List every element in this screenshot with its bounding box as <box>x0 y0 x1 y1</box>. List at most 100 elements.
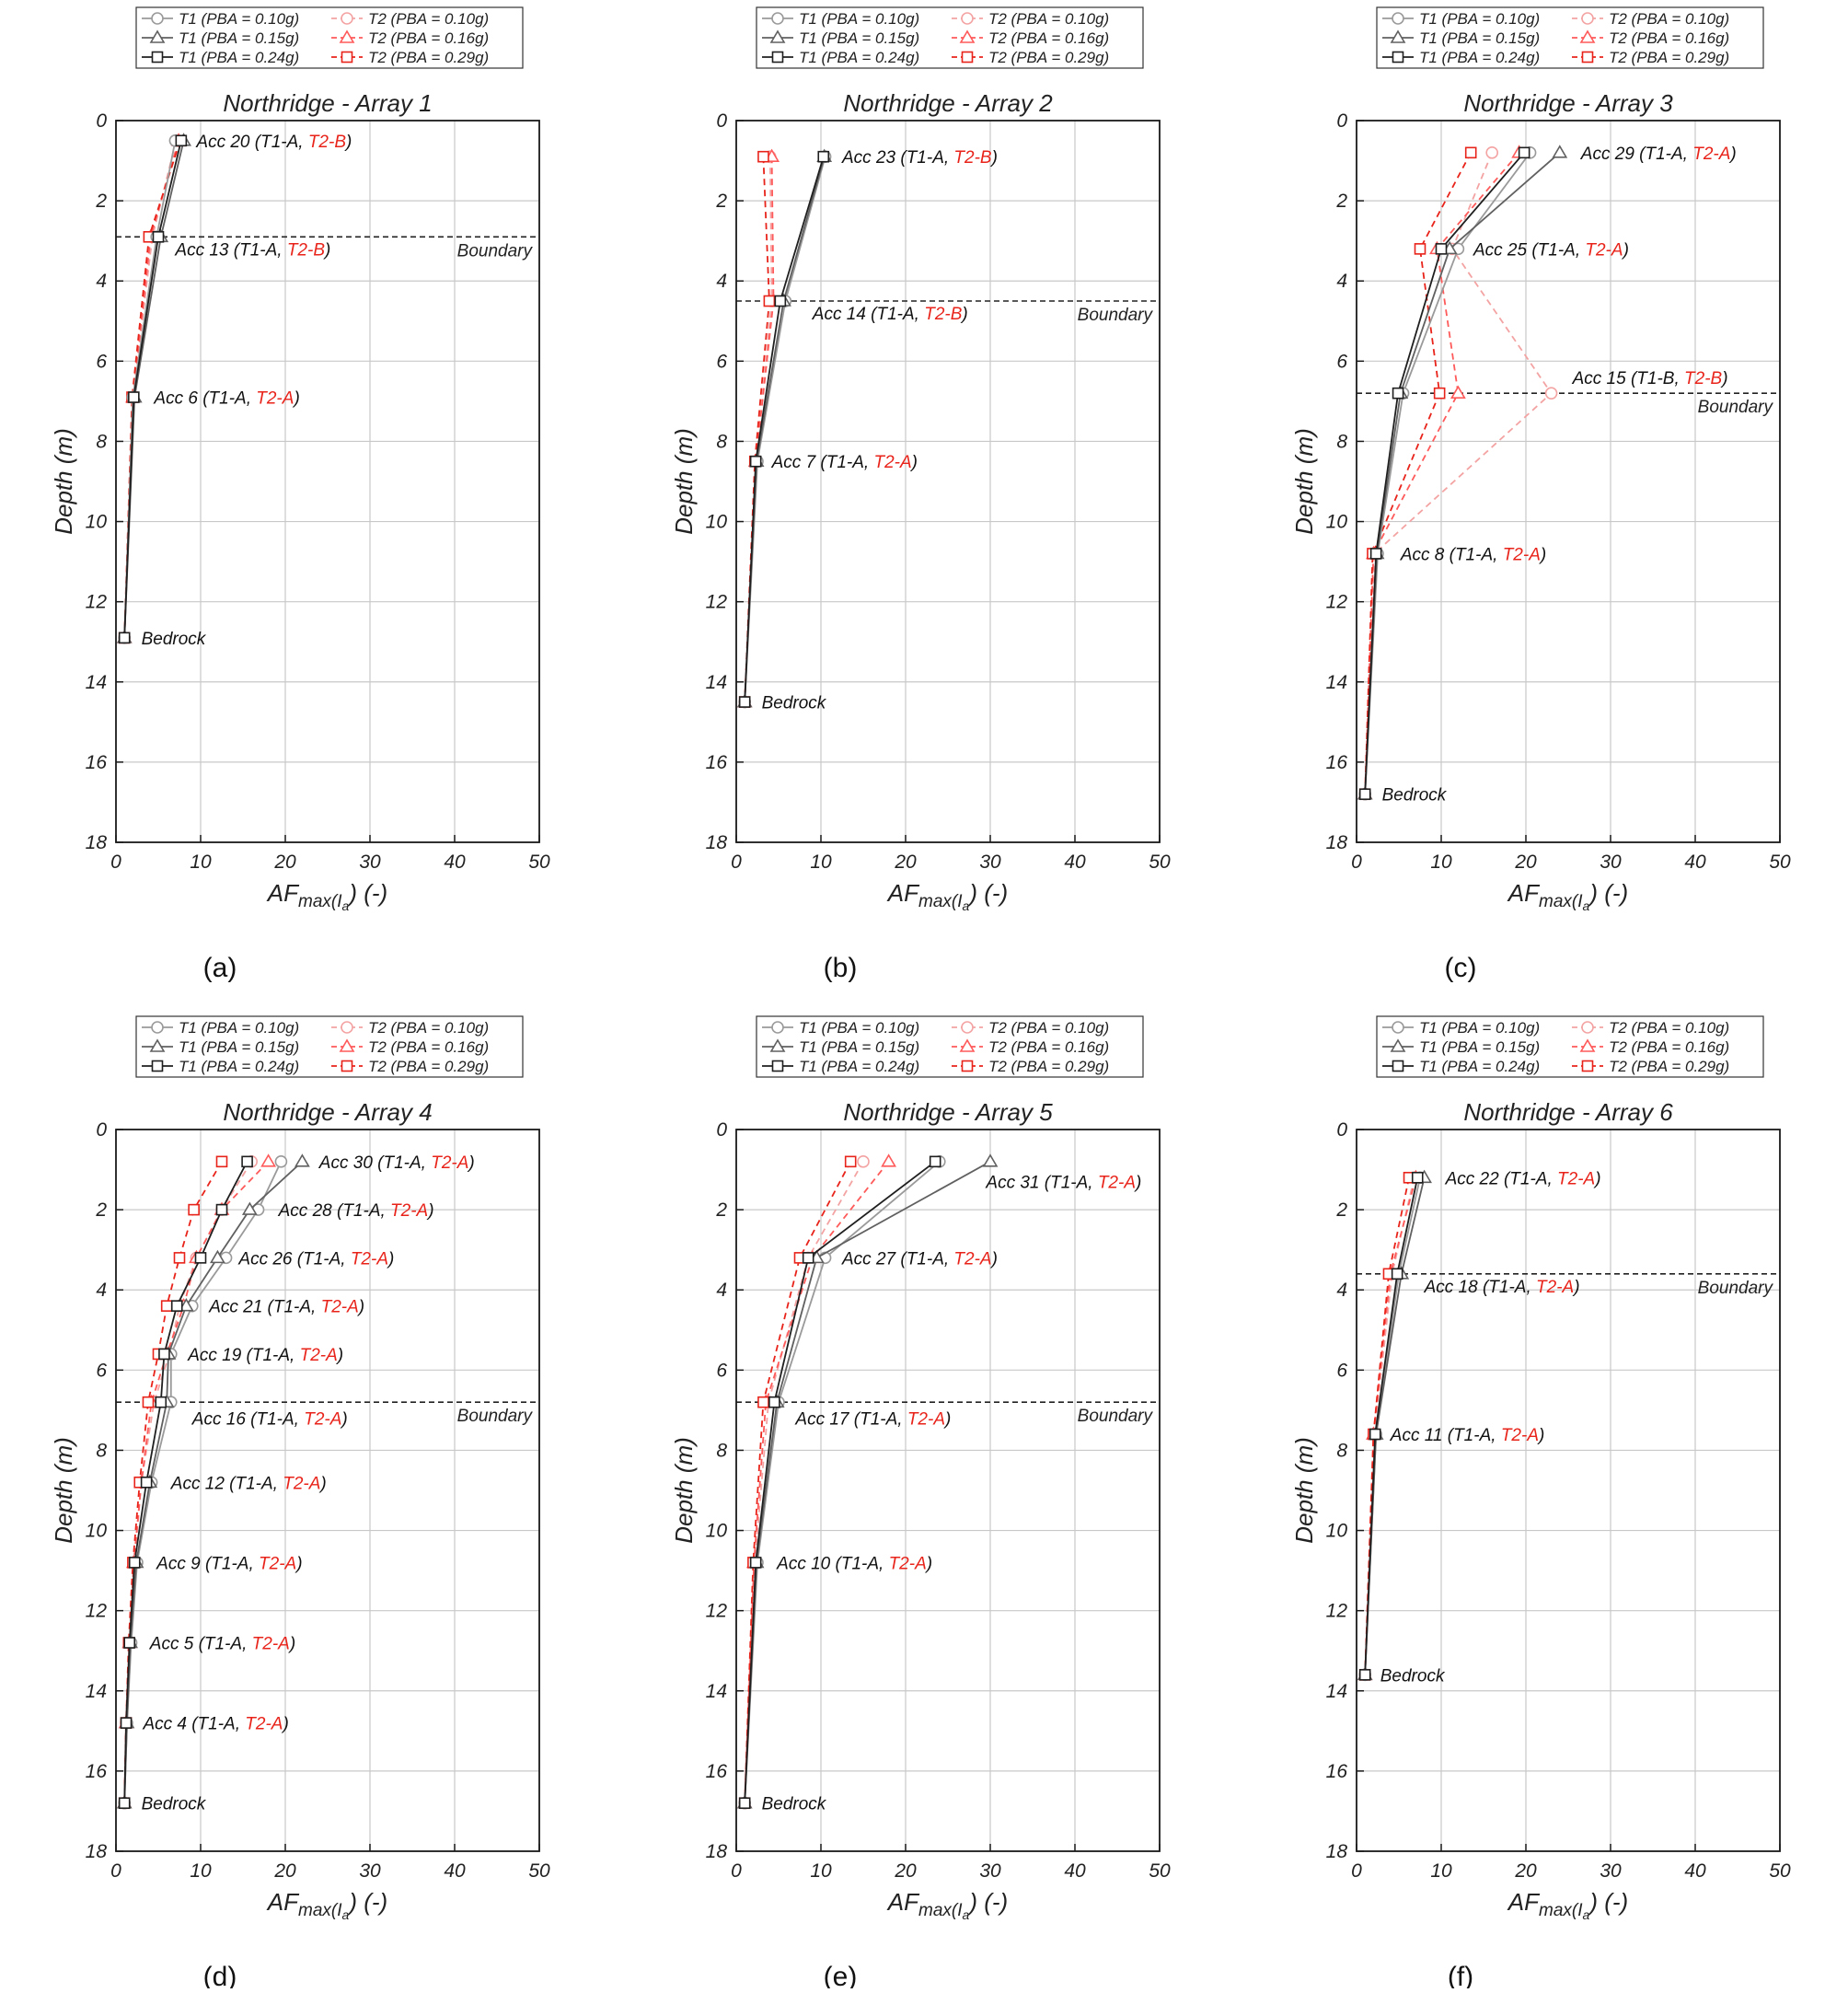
legend-label: T1 (PBA = 0.24g) <box>1419 49 1540 66</box>
series-line <box>123 1161 270 1803</box>
y-tick-label: 2 <box>715 1199 727 1221</box>
data-point <box>844 1155 857 1168</box>
series-line <box>123 140 181 638</box>
legend-marker <box>769 29 786 43</box>
y-tick-label: 0 <box>1336 1119 1347 1141</box>
series-line <box>744 156 826 702</box>
legend-label: T2 (PBA = 0.29g) <box>988 1058 1109 1075</box>
legend-label: T2 (PBA = 0.16g) <box>988 1038 1109 1056</box>
legend-label: T1 (PBA = 0.10g) <box>1419 1019 1540 1037</box>
x-tick-label: 10 <box>190 852 212 873</box>
legend-label: T1 (PBA = 0.10g) <box>179 1019 299 1037</box>
legend-marker <box>1581 51 1594 64</box>
data-point <box>194 1252 207 1264</box>
legend-label: T1 (PBA = 0.24g) <box>1419 1058 1540 1075</box>
x-tick-label: 0 <box>731 852 742 873</box>
y-tick-label: 18 <box>1326 832 1348 853</box>
accelerometer-label: Acc 27 (T1-A, T2-A) <box>841 1249 998 1269</box>
legend-label: T2 (PBA = 0.10g) <box>368 1019 489 1037</box>
x-tick-label: 30 <box>359 852 381 873</box>
legend-frame <box>756 6 1144 69</box>
y-tick-label: 14 <box>706 672 727 693</box>
data-point <box>215 1155 228 1168</box>
data-point <box>929 1155 941 1168</box>
legend-label: T2 (PBA = 0.10g) <box>988 10 1109 28</box>
data-point <box>241 1201 258 1215</box>
chart-title: Northridge - Array 1 <box>223 89 432 117</box>
legend-marker <box>151 1060 164 1072</box>
bedrock-label: Bedrock <box>142 1795 207 1814</box>
y-axis-label: Depth (m) <box>50 1437 77 1544</box>
y-axis-label: Depth (m) <box>670 428 698 535</box>
data-point <box>1544 387 1558 400</box>
legend-marker <box>959 1038 976 1052</box>
chart-title: Northridge - Array 5 <box>843 1098 1053 1126</box>
accelerometer-label: Acc 29 (T1-A, T2-A) <box>1580 145 1737 164</box>
x-tick-label: 10 <box>1430 852 1452 873</box>
y-tick-label: 10 <box>1326 512 1348 533</box>
series-line <box>744 156 826 702</box>
accelerometer-label: Acc 14 (T1-A, T2-B) <box>812 305 968 324</box>
x-tick-label: 20 <box>894 852 917 873</box>
legend-marker <box>1581 12 1594 25</box>
data-point <box>1464 146 1477 159</box>
data-point <box>757 1396 769 1408</box>
accelerometer-label: Acc 18 (T1-A, T2-A) <box>1424 1278 1580 1297</box>
legend-marker <box>961 12 974 25</box>
x-tick-label: 30 <box>979 1860 1001 1882</box>
accelerometer-label: Acc 6 (T1-A, T2-A) <box>153 389 299 409</box>
accelerometer-label: Acc 19 (T1-A, T2-A) <box>187 1346 343 1365</box>
data-point <box>128 1557 141 1569</box>
accelerometer-label: Acc 11 (T1-A, T2-A) <box>1390 1426 1545 1445</box>
y-tick-label: 12 <box>86 592 108 613</box>
legend: T1 (PBA = 0.10g) T2 (PBA = 0.10g) T1 (PBA … <box>1376 6 1764 69</box>
panel-label: (f) <box>1448 1962 1473 1988</box>
y-tick-label: 2 <box>1335 191 1347 212</box>
legend-marker <box>961 1060 974 1072</box>
x-tick-label: 40 <box>444 1860 466 1882</box>
y-axis-label: Depth (m) <box>50 428 77 535</box>
y-tick-label: 10 <box>706 1521 728 1542</box>
data-point <box>1391 1268 1403 1280</box>
legend-marker <box>149 1038 166 1052</box>
data-point <box>1411 1171 1424 1184</box>
accelerometer-label: Acc 28 (T1-A, T2-A) <box>278 1201 434 1221</box>
series-line <box>744 1161 890 1803</box>
accelerometer-label: Acc 23 (T1-A, T2-B) <box>841 148 998 168</box>
legend: T1 (PBA = 0.10g) T2 (PBA = 0.10g) T1 (PBA … <box>756 1015 1144 1078</box>
legend-label: T1 (PBA = 0.24g) <box>179 1058 299 1075</box>
bedrock-label: Bedrock <box>762 694 827 713</box>
y-tick-label: 6 <box>1336 351 1347 372</box>
plot-frame <box>1356 1129 1781 1852</box>
data-point <box>749 455 762 468</box>
legend-marker <box>339 29 355 43</box>
data-point <box>738 696 751 708</box>
legend-marker <box>771 1021 784 1034</box>
x-axis-label: AFmax(Ia) (-) <box>266 879 387 913</box>
y-tick-label: 2 <box>95 1199 107 1221</box>
y-tick-label: 6 <box>96 351 107 372</box>
legend-marker <box>339 1038 355 1052</box>
accelerometer-label: Acc 13 (T1-A, T2-B) <box>174 240 330 260</box>
data-point <box>1392 387 1404 400</box>
data-point <box>749 1557 762 1569</box>
x-tick-label: 20 <box>894 1860 917 1882</box>
y-tick-label: 12 <box>86 1601 108 1622</box>
legend-label: T1 (PBA = 0.15g) <box>179 29 299 47</box>
legend-frame <box>1376 1015 1764 1078</box>
accelerometer-label: Acc 21 (T1-A, T2-A) <box>208 1298 364 1317</box>
legend-label: T1 (PBA = 0.10g) <box>179 10 299 28</box>
accelerometer-label: Acc 25 (T1-A, T2-A) <box>1473 240 1629 260</box>
y-tick-label: 10 <box>86 512 108 533</box>
legend-marker <box>1392 1060 1404 1072</box>
y-tick-label: 8 <box>716 1440 727 1461</box>
chart-panel: T1 (PBA = 0.10g) T2 (PBA = 0.10g) T1 (PBA … <box>1290 1015 1791 1992</box>
data-point <box>120 1717 133 1729</box>
data-point <box>768 1396 780 1408</box>
legend-marker <box>1579 1038 1596 1052</box>
legend-marker <box>1392 51 1404 64</box>
chart-panel: T1 (PBA = 0.10g) T2 (PBA = 0.10g) T1 (PBA … <box>670 6 1171 983</box>
data-point <box>123 1637 136 1649</box>
legend-label: T2 (PBA = 0.29g) <box>1609 49 1729 66</box>
